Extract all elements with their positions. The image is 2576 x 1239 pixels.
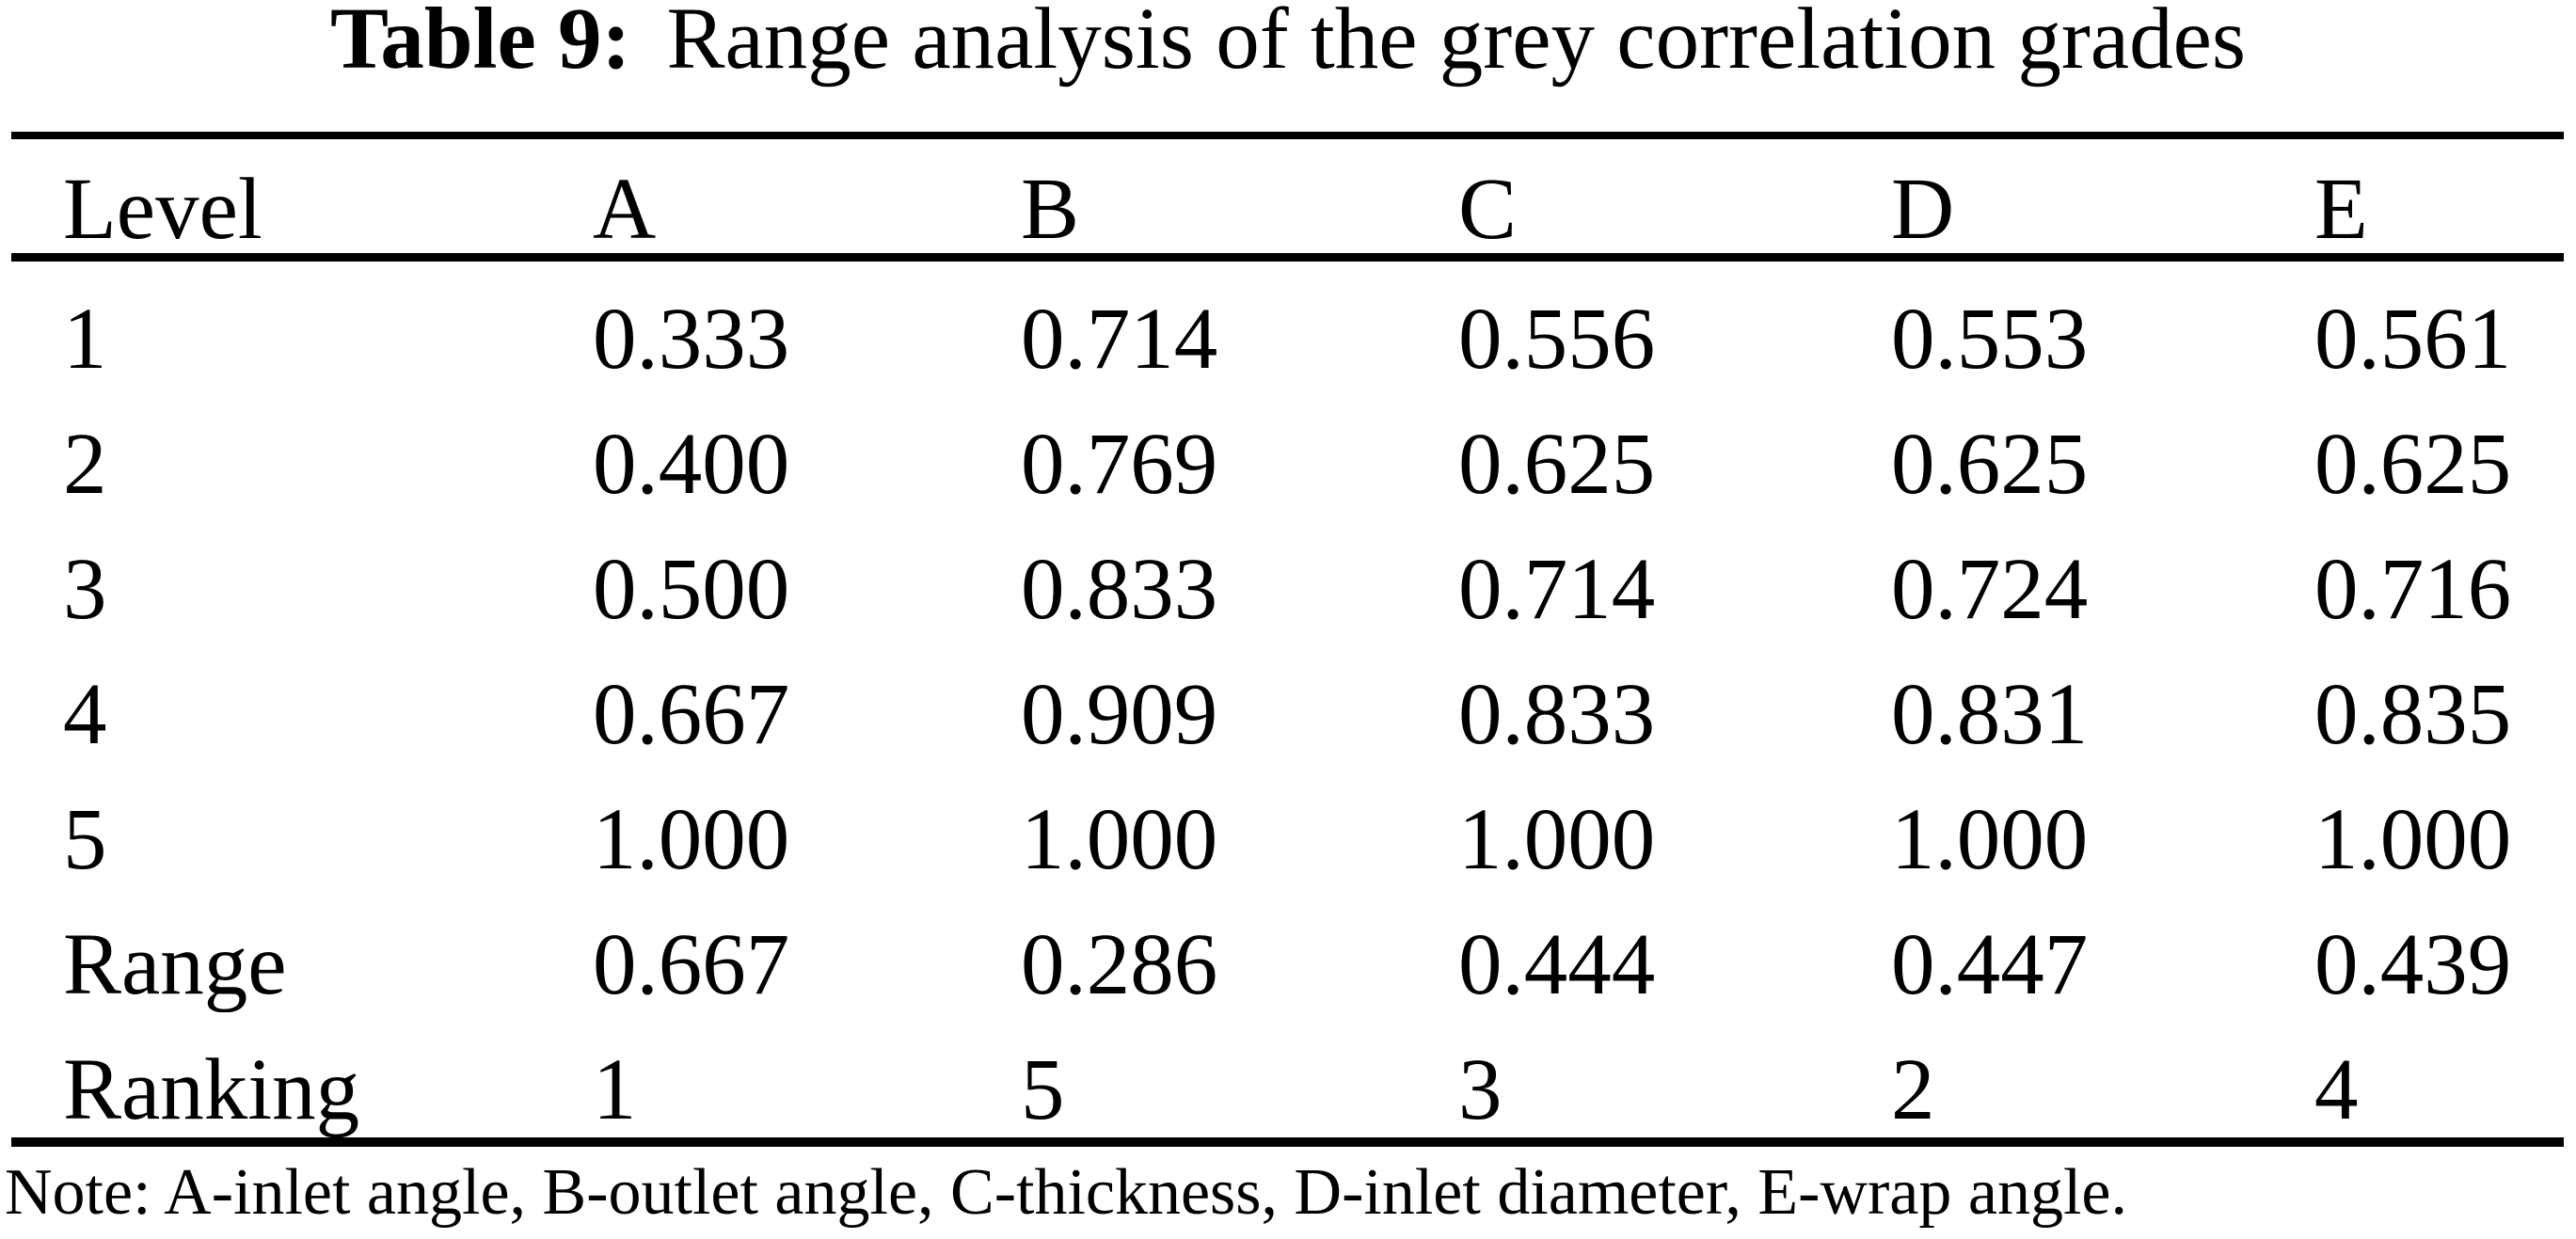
table-cell: 0.714 (1021, 291, 1218, 387)
table-cell: 1 (593, 1041, 637, 1137)
table-cell: 0.625 (1891, 416, 2089, 512)
row-label: Ranking (63, 1041, 360, 1137)
table-row-level-1: 1 0.333 0.714 0.556 0.553 0.561 (11, 262, 2564, 387)
table-footnote: Note: A-inlet angle, B-outlet angle, C-t… (5, 1156, 2127, 1229)
row-label: 5 (63, 791, 107, 887)
table-cell: 0.833 (1458, 666, 1656, 762)
table-cell: 0.447 (1891, 916, 2089, 1012)
table-cell: 0.439 (2314, 916, 2512, 1012)
table-cell: 0.769 (1021, 416, 1218, 512)
table-cell: 0.909 (1021, 666, 1218, 762)
table-cell: 0.831 (1891, 666, 2089, 762)
table-row-level-5: 5 1.000 1.000 1.000 1.000 1.000 (11, 762, 2564, 887)
row-label: 4 (63, 666, 107, 762)
row-label: 3 (63, 541, 107, 637)
table-cell: 0.724 (1891, 541, 2089, 637)
column-header-e: E (2263, 139, 2564, 262)
table-cell: 0.556 (1458, 291, 1656, 387)
table-cell: 0.400 (593, 416, 790, 512)
table-cell: 0.444 (1458, 916, 1656, 1012)
table-cell: 0.625 (2314, 416, 2512, 512)
table-cell: 0.333 (593, 291, 790, 387)
table-cell: 0.714 (1458, 541, 1656, 637)
table-cell: 0.286 (1021, 916, 1218, 1012)
table-row-level-3: 3 0.500 0.833 0.714 0.724 0.716 (11, 512, 2564, 637)
table-cell: 3 (1458, 1041, 1503, 1137)
table-row-range: Range 0.667 0.286 0.444 0.447 0.439 (11, 887, 2564, 1012)
table-cell: 0.500 (593, 541, 790, 637)
table-cell: 0.625 (1458, 416, 1656, 512)
row-label: 1 (63, 291, 107, 387)
table-row-level-4: 4 0.667 0.909 0.833 0.831 0.835 (11, 637, 2564, 762)
table-row-ranking: Ranking 1 5 3 2 4 (11, 1012, 2564, 1137)
table-cell: 0.561 (2314, 291, 2512, 387)
table-header-row: Level A B C D E (11, 139, 2564, 262)
table-cell: 1.000 (593, 791, 790, 887)
table-cell: 1.000 (2314, 791, 2512, 887)
table-cell: 4 (2314, 1041, 2359, 1137)
table-cell: 1.000 (1891, 791, 2089, 887)
table-cell: 2 (1891, 1041, 1935, 1137)
row-label: Range (63, 916, 287, 1012)
table-cell: 0.833 (1021, 541, 1218, 637)
table-cell: 1.000 (1458, 791, 1656, 887)
table-cell: 5 (1021, 1041, 1065, 1137)
table-cell: 0.667 (593, 916, 790, 1012)
column-header-b: B (969, 139, 1407, 262)
column-header-a: A (541, 139, 969, 262)
table-cell: 0.835 (2314, 666, 2512, 762)
column-header-d: D (1839, 139, 2263, 262)
range-analysis-table: Level A B C D E 1 0.333 0.714 0.556 0.55… (11, 132, 2564, 1147)
table-cell: 0.716 (2314, 541, 2512, 637)
table-caption: Table 9: Range analysis of the grey corre… (0, 0, 2576, 89)
table-row-level-2: 2 0.400 0.769 0.625 0.625 0.625 (11, 387, 2564, 512)
table-cell: 0.553 (1891, 291, 2089, 387)
table-cell: 1.000 (1021, 791, 1218, 887)
table-caption-number: Table 9: (329, 0, 631, 87)
table-cell: 0.667 (593, 666, 790, 762)
column-header-level: Level (11, 139, 541, 262)
column-header-c: C (1407, 139, 1839, 262)
row-label: 2 (63, 416, 107, 512)
table-caption-text: Range analysis of the grey correlation g… (666, 0, 2247, 87)
